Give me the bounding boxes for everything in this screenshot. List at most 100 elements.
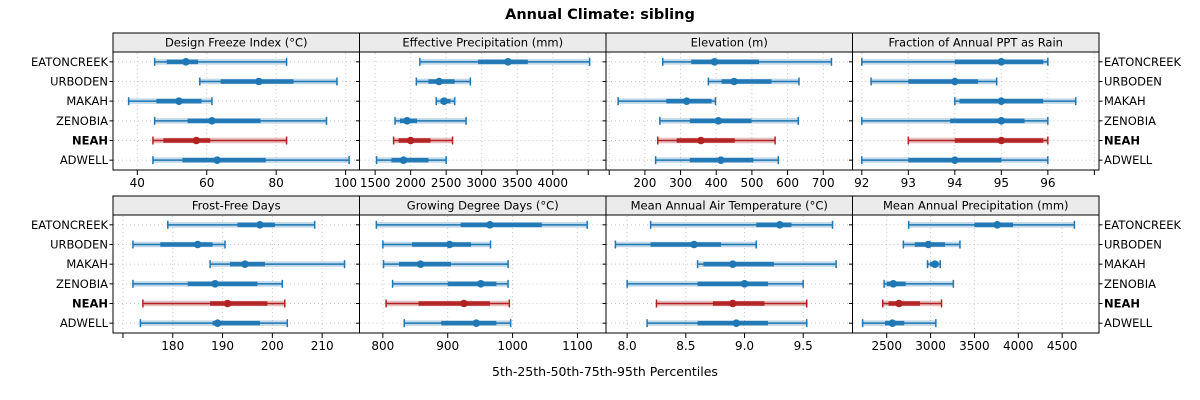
median-dot [175,97,183,105]
x-tick-label: 600 [776,176,799,190]
median-dot [997,58,1006,66]
median-dot [486,221,494,229]
site-label-right-eatoncreek: EATONCREEK [1104,55,1181,69]
median-dot [435,77,443,86]
x-tick-label: 96 [1040,176,1055,190]
median-dot [728,299,737,308]
x-tick-label: 60 [199,176,214,190]
x-tick-label: 3000 [915,339,946,353]
series-makah [127,97,213,106]
strip-title: Mean Annual Precipitation (mm) [883,199,1069,213]
strip-title: Frost-Free Days [192,199,281,213]
x-tick-label: 180 [161,339,184,353]
panel-elevation-m: 200 300 400 500 600 700 Elevation (m) [602,32,856,190]
x-tick-label: 1500 [360,176,391,190]
series-adwell [403,319,512,328]
site-label-left-eatoncreek: EATONCREEK [31,218,108,232]
series-urboden [902,240,961,249]
x-tick-label: 80 [269,176,284,190]
site-label-right-zenobia: ZENOBIA [1104,277,1156,291]
x-tick-label: 94 [947,176,962,190]
site-label-right-urboden: URBODEN [1104,75,1162,89]
x-tick-label: 40 [130,176,145,190]
median-dot [416,260,425,268]
median-dot [690,240,698,249]
series-eatoncreek [419,57,591,66]
series-eatoncreek [375,220,588,229]
x-tick-label: 900 [436,339,459,353]
panel-mean-annual-precipitation-mm: 2500 3000 3500 4000 4500 Mean Annual Precipit… [849,195,1103,353]
panel-background [606,215,853,333]
median-dot [997,136,1006,145]
x-tick-label: 92 [854,176,869,190]
strip-title: Fraction of Annual PPT as Rain [889,36,1063,50]
site-label-right-makah: MAKAH [1104,257,1146,271]
median-dot [241,260,249,268]
x-tick-label: 1100 [562,339,593,353]
panel-background [113,52,360,170]
series-urboden [870,77,998,86]
x-tick-label: 2500 [871,339,902,353]
median-dot [211,280,219,288]
x-tick-label: 210 [311,339,334,353]
x-tick-label: 8.0 [618,339,637,353]
series-makah [209,260,346,269]
median-dot [895,299,903,308]
x-tick-label: 4000 [537,176,568,190]
x-tick-label: 3000 [466,176,497,190]
x-tick-label: 200 [633,176,656,190]
series-neah [152,136,288,145]
site-label-left-adwell: ADWELL [60,316,109,330]
median-dot [697,136,705,145]
series-zenobia [391,279,509,288]
site-labels-right: EATONCREEK URBODEN MAKAH ZENOBIA NEAH ADWELL E… [1104,55,1181,330]
median-dot [223,299,232,308]
series-zenobia [626,279,804,288]
site-label-right-neah: NEAH [1104,134,1140,148]
panel-frost-free-days: 180 190 200 210 Frost-Free Days [109,195,363,353]
x-tick-label: 9.0 [735,339,754,353]
panel-growing-degree-days-c: 800 900 1000 1100 Growing Degree Days (°C) [356,195,610,353]
site-label-left-zenobia: ZENOBIA [56,277,108,291]
series-neah [142,299,286,308]
series-adwell [152,156,350,165]
strip-header [852,32,1100,53]
series-urboden [132,240,226,249]
strip-title: Elevation (m) [691,36,768,50]
chart-title: Annual Climate: sibling [505,7,695,23]
median-dot [682,97,691,105]
panel-design-freeze-index-c: 40 60 80 100 Design Freeze Index (°C) [109,32,363,190]
series-adwell [861,156,1049,165]
series-neah [392,136,454,145]
x-tick-label: 2000 [395,176,426,190]
median-dot [951,77,959,86]
site-labels-left: EATONCREEK URBODEN MAKAH ZENOBIA NEAH ADWELL E… [31,55,109,330]
median-dot [924,240,933,249]
median-dot [730,77,738,86]
median-dot [213,156,221,164]
median-dot [997,97,1006,105]
series-makah [926,260,941,269]
median-dot [775,221,784,229]
x-tick-label: 400 [705,176,728,190]
site-label-left-urboden: URBODEN [50,75,108,89]
series-neah [385,299,511,308]
series-eatoncreek [167,220,316,229]
x-tick-label: 700 [812,176,835,190]
median-dot [472,319,481,327]
median-dot [256,221,264,229]
site-label-left-adwell: ADWELL [60,153,109,167]
site-label-left-zenobia: ZENOBIA [56,114,108,128]
site-label-left-eatoncreek: EATONCREEK [31,55,108,69]
series-urboden [707,77,800,86]
x-tick-label: 3500 [959,339,990,353]
panel-background [852,215,1099,333]
series-zenobia [861,116,1049,125]
x-tick-label: 9.5 [794,339,813,353]
strip-title: Design Freeze Index (°C) [165,36,308,50]
panel-fraction-of-annual-ppt-as-rain: 92 93 94 95 96 Fraction of Annual PPT as Rain [849,32,1103,190]
median-dot [445,240,454,249]
median-dot [399,156,408,164]
